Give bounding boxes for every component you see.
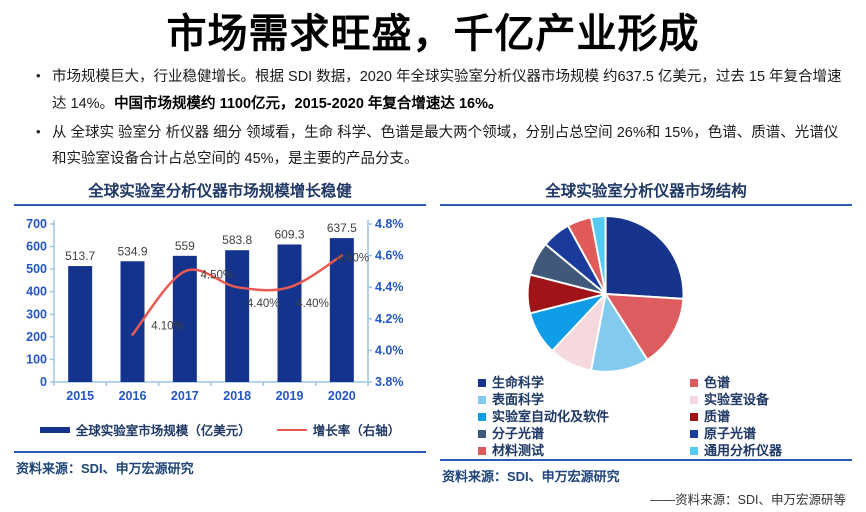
bar-chart-title: 全球实验室分析仪器市场规模增长稳健 — [14, 179, 426, 207]
pie-swatch — [690, 378, 698, 387]
legend-label: 全球实验室市场规模（亿美元） — [75, 424, 251, 439]
pie-swatch — [478, 429, 486, 438]
pie-chart-title: 全球实验室分析仪器市场结构 — [440, 179, 852, 207]
bar-line-chart-svg: 0 100 200 300 400 500 600 700 3.8% 4.0% 4.2% 4.4% 4.… — [26, 217, 404, 403]
svg-text:2019: 2019 — [276, 389, 304, 403]
svg-text:4.10%: 4.10% — [151, 321, 184, 333]
svg-text:4.8%: 4.8% — [375, 217, 404, 231]
svg-text:400: 400 — [26, 285, 47, 299]
bullet-item: 从 全球实 验室分 析仪器 细分 领域看，生命 科学、色谱是最大两个领域，分别占… — [36, 120, 846, 174]
svg-text:559: 559 — [175, 239, 195, 253]
svg-text:534.9: 534.9 — [117, 245, 147, 259]
legend-label: 材料测试 — [492, 443, 545, 459]
panel-divider — [14, 451, 426, 454]
svg-text:4.2%: 4.2% — [375, 312, 404, 326]
legend-item: 生命科学 — [478, 374, 690, 391]
bar-swatch — [39, 426, 70, 433]
bar-chart-panel: 全球实验室分析仪器市场规模增长稳健 0 100 200 300 400 500 600 700… — [14, 179, 426, 485]
pie-slice-色谱 — [604, 293, 685, 361]
legend-label: 质谱 — [704, 409, 731, 425]
svg-text:500: 500 — [26, 262, 47, 276]
svg-text:0: 0 — [40, 375, 47, 389]
svg-text:200: 200 — [26, 330, 47, 344]
pie-swatch — [478, 378, 486, 387]
source-text: 资料来源：SDI、申万宏源研究 — [16, 461, 194, 477]
pie-slice-生命科学 — [604, 215, 685, 301]
svg-text:609.3: 609.3 — [274, 228, 304, 242]
pie-chart-panel: 全球实验室分析仪器市场结构 生命科学 表面科学 实验室自动化及软件 分子光谱 材料测试 色… — [440, 179, 852, 485]
legend-label: 生命科学 — [492, 375, 545, 391]
legend-item: 原子光谱 — [690, 425, 852, 442]
legend-label: 表面科学 — [492, 392, 545, 408]
bar-chart-legend: 全球实验室市场规模（亿美元） 增长率（右轴） — [14, 420, 426, 439]
svg-text:2018: 2018 — [223, 389, 251, 403]
legend-label: 通用分析仪器 — [704, 443, 783, 459]
legend-item: 色谱 — [690, 374, 852, 391]
legend-label: 增长率（右轴） — [312, 424, 401, 439]
svg-text:4.50%: 4.50% — [201, 270, 234, 282]
bullet-list: 市场规模巨大，行业稳健增长。根据 SDI 数据，2020 年全球实验室分析仪器市… — [14, 64, 852, 173]
pie-swatch — [690, 429, 698, 438]
legend-label: 分子光谱 — [492, 426, 545, 442]
pie-slice-通用分析仪器 — [590, 215, 607, 296]
svg-text:300: 300 — [26, 308, 47, 322]
svg-text:2016: 2016 — [119, 389, 147, 403]
legend-item: 质谱 — [690, 408, 852, 425]
bar-chart: 0 100 200 300 400 500 600 700 3.8% 4.0% 4.2% 4.4% 4.… — [14, 210, 426, 418]
svg-text:3.8%: 3.8% — [375, 375, 404, 389]
svg-text:2017: 2017 — [171, 389, 199, 403]
svg-text:4.0%: 4.0% — [375, 344, 404, 358]
legend-label: 实验室设备 — [704, 392, 770, 408]
legend-item: 全球实验室市场规模（亿美元） — [39, 420, 251, 439]
svg-text:100: 100 — [26, 353, 47, 367]
charts-row: 全球实验室分析仪器市场规模增长稳健 0 100 200 300 400 500 600 700… — [14, 179, 852, 485]
legend-item: 分子光谱 — [478, 425, 690, 442]
pie-swatch — [690, 395, 698, 404]
pie-chart-svg — [526, 215, 685, 374]
pie-chart-legend: 生命科学 表面科学 实验室自动化及软件 分子光谱 材料测试 色谱 实验室设备 质谱 原子光谱 通用… — [440, 374, 852, 459]
pie-swatch — [690, 446, 698, 455]
bottom-right-source: ——资料来源：SDI、申万宏源研等 — [650, 493, 846, 507]
legend-item: 通用分析仪器 — [690, 442, 852, 459]
svg-text:4.4%: 4.4% — [375, 280, 404, 294]
svg-text:4.40%: 4.40% — [247, 298, 280, 310]
legend-item: 实验室设备 — [690, 391, 852, 408]
panel-divider — [440, 459, 852, 462]
svg-text:583.8: 583.8 — [222, 233, 252, 247]
svg-text:513.7: 513.7 — [65, 249, 95, 263]
pie-swatch — [478, 412, 486, 421]
svg-text:600: 600 — [26, 240, 47, 254]
legend-item: 增长率（右轴） — [276, 420, 401, 439]
svg-text:700: 700 — [26, 217, 47, 231]
pie-swatch — [478, 395, 486, 404]
bullet-item: 市场规模巨大，行业稳健增长。根据 SDI 数据，2020 年全球实验室分析仪器市… — [36, 64, 846, 118]
bullet-text-bold: 中国市场规模约 1100亿元，2015-2020 年复合增速达 16%。 — [114, 95, 503, 112]
legend-label: 色谱 — [704, 375, 731, 391]
svg-text:4.60%: 4.60% — [337, 253, 370, 265]
svg-text:2015: 2015 — [66, 389, 94, 403]
svg-text:2020: 2020 — [328, 389, 356, 403]
legend-item: 材料测试 — [478, 442, 690, 459]
legend-item: 表面科学 — [478, 391, 690, 408]
svg-text:637.5: 637.5 — [327, 221, 357, 235]
legend-label: 实验室自动化及软件 — [492, 409, 610, 425]
pie-chart — [440, 210, 852, 376]
pie-swatch — [478, 446, 486, 455]
svg-text:4.40%: 4.40% — [296, 298, 329, 310]
page-title: 市场需求旺盛，千亿产业形成 — [166, 12, 700, 56]
bullet-text: 市场规模巨大，行业稳健增长。根据 SDI 数据，2020 年全球实验室分析仪器市… — [52, 69, 842, 112]
legend-item: 实验室自动化及软件 — [478, 408, 690, 425]
svg-text:4.6%: 4.6% — [375, 249, 404, 263]
legend-label: 原子光谱 — [704, 426, 757, 442]
bullet-text: 从 全球实 验室分 析仪器 细分 领域看，生命 科学、色谱是最大两个领域，分别占… — [52, 124, 839, 168]
source-text: 资料来源：SDI、申万宏源研究 — [442, 469, 620, 485]
pie-swatch — [690, 412, 698, 421]
line-swatch — [276, 428, 307, 431]
